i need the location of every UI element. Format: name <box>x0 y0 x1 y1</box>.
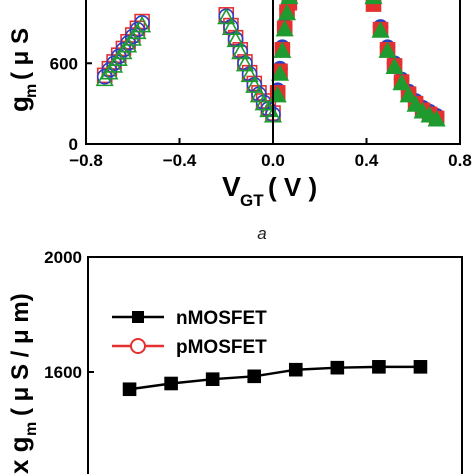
data-point <box>392 73 411 91</box>
data-point <box>273 41 292 58</box>
chart-b-ylabel: x g m ( μ S / μ m) <box>4 293 40 474</box>
chart-a-ylabel: g m ( μ S <box>4 28 40 112</box>
data-point <box>385 57 404 75</box>
chart-b-ylabel-sub: m <box>23 422 40 436</box>
y-tick-label: 600 <box>50 54 78 73</box>
x-tick-label: 0.4 <box>355 151 379 170</box>
chart-b-plot-frame <box>87 256 463 474</box>
data-point <box>164 376 178 391</box>
chart-transconductance-vs-gate-voltage: −0.8 −0.4 0.0 0.4 0.8 0 600 V GT ( V ) g m ( μ… <box>4 0 472 210</box>
chart-a-xlabel-main: V <box>222 171 241 202</box>
legend-nmosfet-marker <box>132 311 144 323</box>
data-point <box>427 110 446 127</box>
chart-a-series-5 <box>268 0 446 127</box>
panel-caption: a <box>257 224 266 243</box>
x-tick-label: −0.8 <box>69 151 103 170</box>
data-point <box>288 362 303 377</box>
legend: nMOSFET pMOSFET <box>112 308 267 358</box>
x-tick-label: 0.0 <box>261 151 285 170</box>
chart-b-ticks: 1600 2000 <box>44 248 94 382</box>
chart-a-ylabel-sub: m <box>23 84 40 98</box>
data-point <box>226 30 245 48</box>
chart-a-xlabel-unit: ( V ) <box>268 172 317 202</box>
x-tick-label: 0.8 <box>448 151 472 170</box>
chart-a-ylabel-unit: ( μ S <box>7 28 34 80</box>
data-point <box>270 64 290 81</box>
data-point <box>235 54 255 72</box>
chart-b-ylabel-main: x g <box>4 436 34 474</box>
data-point <box>205 372 220 386</box>
data-point <box>372 360 386 374</box>
legend-nmosfet-label: nMOSFET <box>176 308 267 329</box>
data-point <box>247 369 262 384</box>
legend-pmosfet-marker <box>130 338 146 354</box>
y-tick-label: 1600 <box>44 363 82 382</box>
data-point <box>371 21 390 38</box>
chart-b-series-0 <box>122 360 428 397</box>
data-point <box>133 15 152 33</box>
chart-a-xlabel-sub: GT <box>240 191 264 210</box>
data-point <box>399 85 418 103</box>
data-point <box>378 41 397 58</box>
legend-entry-nmosfet: nMOSFET <box>112 308 267 329</box>
data-point <box>406 95 425 112</box>
chart-max-transconductance: 1600 2000 nMOSFET pMOSFET x g m ( μ S / μ… <box>4 248 463 474</box>
chart-b-series-layer <box>122 360 428 397</box>
y-tick-label: 0 <box>69 135 78 154</box>
legend-pmosfet-label: pMOSFET <box>176 337 267 358</box>
x-tick-label: −0.4 <box>163 151 197 170</box>
chart-a-series-2 <box>95 7 283 123</box>
data-point <box>275 19 294 37</box>
chart-a-ylabel-main: g <box>4 96 34 112</box>
data-point <box>221 18 240 36</box>
series-line <box>129 365 421 391</box>
data-point <box>364 0 383 5</box>
data-point <box>330 360 345 375</box>
data-point <box>277 3 297 21</box>
data-point <box>413 360 428 374</box>
chart-a-series-layer <box>95 0 446 127</box>
data-point <box>231 42 250 60</box>
data-point <box>240 65 259 83</box>
y-tick-label: 2000 <box>44 248 82 267</box>
data-point <box>245 76 264 93</box>
chart-b-ylabel-unit: ( μ S / μ m) <box>7 293 34 416</box>
data-point <box>122 382 137 397</box>
legend-entry-pmosfet: pMOSFET <box>112 337 267 358</box>
data-point <box>249 85 269 103</box>
data-point <box>280 0 299 5</box>
chart-a-ticks: −0.8 −0.4 0.0 0.4 0.8 0 600 <box>50 54 472 170</box>
data-point <box>217 7 236 25</box>
